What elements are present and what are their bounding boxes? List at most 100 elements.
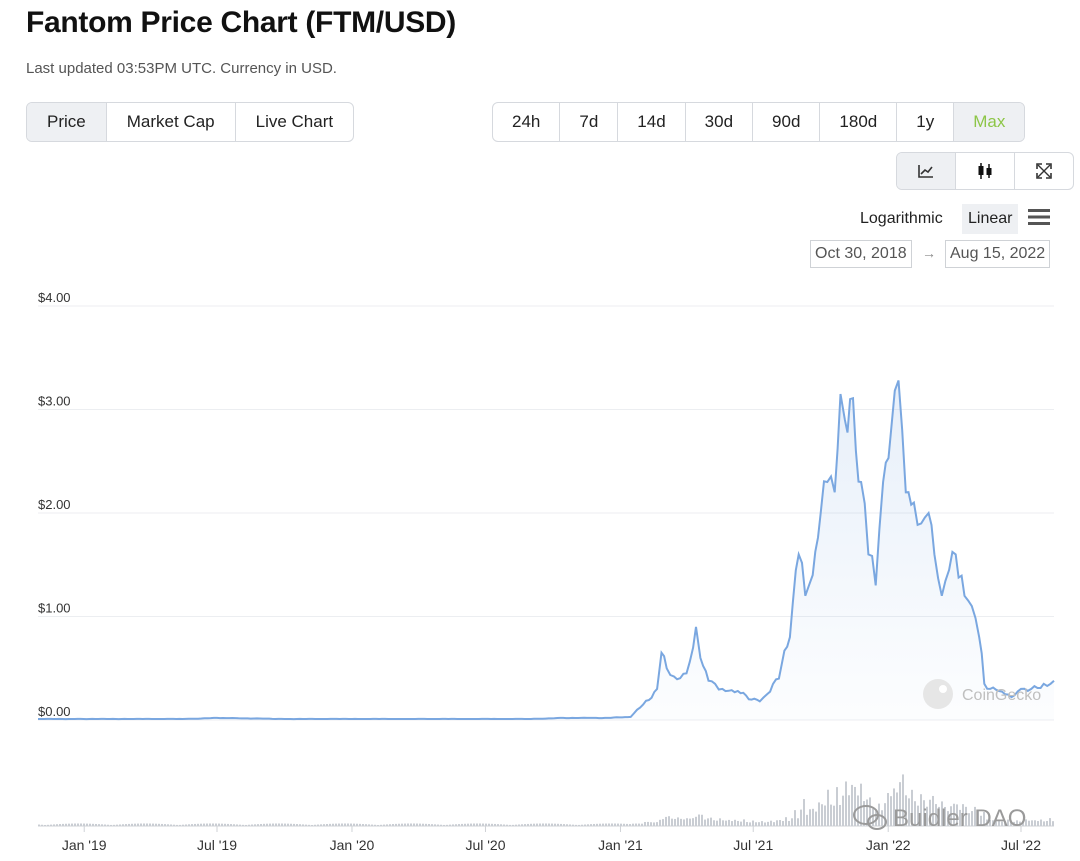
volume-bar — [233, 824, 235, 826]
volume-bar — [389, 824, 391, 826]
volume-bar — [95, 823, 97, 826]
volume-bar — [203, 823, 205, 826]
volume-bar — [539, 823, 541, 826]
volume-bar — [65, 823, 67, 826]
volume-bar — [626, 823, 628, 826]
volume-bar — [458, 824, 460, 826]
x-tick-label: Jul '19 — [197, 837, 237, 853]
volume-bar — [359, 823, 361, 826]
range-24h-button[interactable]: 24h — [493, 103, 561, 141]
volume-bar — [623, 823, 625, 826]
volume-bar — [269, 823, 271, 826]
tab-market-cap[interactable]: Market Cap — [107, 103, 236, 141]
volume-bar — [293, 823, 295, 826]
hamburger-menu-icon[interactable] — [1028, 208, 1050, 226]
volume-bar — [134, 823, 136, 826]
volume-bar — [470, 823, 472, 826]
wechat-icon — [853, 805, 887, 830]
volume-bar — [449, 824, 451, 826]
volume-bar — [833, 805, 835, 826]
volume-bar — [281, 823, 283, 826]
price-chart[interactable]: $0.00 $1.00 $2.00 $3.00 $4.00 Jan '19 Jul '19… — [0, 280, 1080, 861]
volume-bar — [338, 823, 340, 826]
volume-bar — [428, 823, 430, 826]
volume-bar — [683, 819, 685, 826]
volume-bar — [572, 824, 574, 826]
range-1y-button[interactable]: 1y — [897, 103, 955, 141]
volume-bar — [464, 823, 466, 826]
range-14d-button[interactable]: 14d — [618, 103, 686, 141]
date-from-input[interactable]: Oct 30, 2018 — [810, 240, 912, 268]
volume-bar — [482, 823, 484, 826]
volume-bar — [158, 823, 160, 826]
line-chart-icon — [918, 165, 933, 178]
volume-bar — [212, 823, 214, 826]
volume-bar — [227, 823, 229, 826]
volume-bar — [836, 787, 838, 826]
scale-linear-toggle[interactable]: Linear — [962, 204, 1019, 234]
volume-bar — [722, 820, 724, 826]
volume-bar — [707, 818, 709, 826]
volume-bar — [164, 824, 166, 826]
volume-bar — [161, 823, 163, 826]
range-7d-button[interactable]: 7d — [560, 103, 619, 141]
volume-bar — [401, 823, 403, 826]
volume-bar — [410, 823, 412, 826]
volume-bar — [284, 823, 286, 826]
volume-bar — [92, 823, 94, 826]
fullscreen-button[interactable] — [1015, 153, 1073, 189]
volume-bar — [398, 823, 400, 826]
volume-bar — [560, 823, 562, 826]
volume-bar — [272, 823, 274, 826]
range-90d-button[interactable]: 90d — [753, 103, 821, 141]
volume-bar — [551, 823, 553, 826]
volume-bar — [533, 823, 535, 826]
range-180d-button[interactable]: 180d — [820, 103, 898, 141]
volume-bar — [110, 824, 112, 826]
x-tick-label: Jan '20 — [330, 837, 375, 853]
volume-bar — [998, 819, 1000, 826]
volume-bar — [278, 823, 280, 826]
volume-bar — [740, 821, 742, 826]
volume-bar — [923, 800, 925, 826]
volume-bar — [920, 794, 922, 826]
price-area — [38, 380, 1054, 720]
volume-bar — [812, 808, 814, 826]
volume-bar — [797, 818, 799, 826]
volume-bar — [119, 824, 121, 826]
volume-bar — [98, 824, 100, 826]
volume-bar — [116, 824, 118, 826]
volume-bar — [197, 823, 199, 826]
volume-bar — [896, 792, 898, 826]
volume-bars — [38, 774, 1054, 826]
volume-bar — [554, 823, 556, 826]
tab-price[interactable]: Price — [27, 103, 107, 141]
volume-bar — [263, 823, 265, 826]
candlestick-button[interactable] — [956, 153, 1015, 189]
volume-bar — [260, 823, 262, 826]
volume-bar — [335, 823, 337, 826]
line-chart-button[interactable] — [897, 153, 956, 189]
volume-bar — [848, 795, 850, 826]
volume-bar — [650, 822, 652, 826]
scale-logarithmic-toggle[interactable]: Logarithmic — [860, 210, 943, 227]
volume-bar — [44, 824, 46, 826]
volume-bar — [593, 823, 595, 826]
volume-bar — [599, 823, 601, 826]
volume-bar — [542, 823, 544, 826]
tab-live-chart[interactable]: Live Chart — [255, 112, 334, 131]
volume-bar — [146, 823, 148, 826]
date-to-input[interactable]: Aug 15, 2022 — [945, 240, 1051, 268]
coingecko-watermark-text: CoinGecko — [962, 687, 1041, 704]
volume-bar — [986, 819, 988, 826]
range-30d-button[interactable]: 30d — [686, 103, 754, 141]
volume-bar — [758, 822, 760, 826]
volume-bar — [71, 823, 73, 826]
volume-bar — [584, 824, 586, 826]
volume-bar — [248, 824, 250, 826]
volume-bar — [674, 818, 676, 826]
volume-bar — [1034, 820, 1036, 826]
volume-bar — [77, 823, 79, 826]
volume-bar — [245, 824, 247, 826]
range-max-button[interactable]: Max — [954, 103, 1025, 141]
